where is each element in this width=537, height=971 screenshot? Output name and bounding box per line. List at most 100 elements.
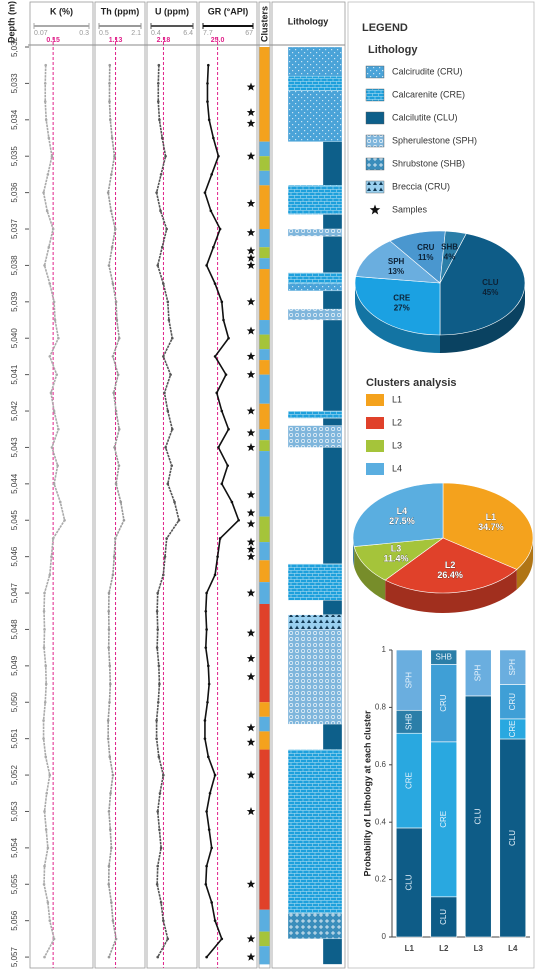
log-point bbox=[50, 154, 54, 158]
log-point bbox=[45, 791, 48, 795]
sample-star bbox=[246, 428, 256, 437]
log-point bbox=[205, 628, 208, 631]
log-point bbox=[110, 173, 113, 176]
lithology-interval bbox=[322, 214, 343, 230]
log-point bbox=[213, 773, 217, 777]
log-point bbox=[114, 937, 118, 941]
x-tick-label: 7.7 bbox=[203, 30, 213, 37]
lithology-interval bbox=[287, 410, 343, 419]
sample-star bbox=[246, 118, 256, 128]
cluster-interval bbox=[259, 374, 270, 404]
y-tick-label: 5,055 bbox=[10, 874, 19, 895]
log-point bbox=[160, 245, 164, 249]
cluster-interval bbox=[259, 946, 270, 965]
sample-star bbox=[246, 406, 256, 415]
y-tick-label: 5,038 bbox=[10, 255, 19, 276]
log-point bbox=[43, 100, 47, 103]
log-point bbox=[207, 682, 211, 686]
sample-star bbox=[246, 508, 256, 517]
log-point bbox=[167, 318, 171, 322]
y-tick-label: 5,049 bbox=[10, 655, 19, 676]
y-tick-label: 5,036 bbox=[10, 182, 19, 203]
log-point bbox=[113, 227, 117, 231]
y-tick-label: 5,056 bbox=[10, 910, 19, 931]
sample-star bbox=[246, 151, 256, 160]
sample-star bbox=[246, 228, 256, 237]
lithology-interval bbox=[287, 272, 343, 284]
lithology-interval bbox=[287, 563, 343, 601]
log-point bbox=[227, 427, 230, 431]
y-tick-label: 5,046 bbox=[10, 546, 19, 567]
y-tick-label: 5,054 bbox=[10, 837, 19, 858]
log-point bbox=[117, 464, 121, 467]
y-tick-label: 5,048 bbox=[10, 619, 19, 640]
log-point bbox=[203, 191, 207, 194]
log-point bbox=[43, 82, 47, 85]
y-tick-label: 5,035 bbox=[10, 146, 19, 167]
log-point bbox=[112, 391, 115, 395]
log-point bbox=[155, 737, 158, 740]
log-point bbox=[48, 282, 52, 285]
log-point bbox=[213, 919, 217, 922]
log-point bbox=[56, 464, 59, 467]
cluster-interval bbox=[259, 451, 270, 517]
log-point bbox=[158, 682, 161, 686]
sample-star bbox=[246, 806, 256, 816]
pie-label: CRU bbox=[417, 243, 435, 252]
log-point bbox=[156, 82, 160, 85]
cluster-interval bbox=[259, 560, 270, 583]
x-tick-label: 6.4 bbox=[183, 30, 193, 37]
log-point bbox=[165, 537, 168, 540]
pie-label: L3 bbox=[391, 544, 402, 554]
log-point bbox=[220, 300, 224, 304]
log-point bbox=[42, 882, 46, 886]
cluster-interval bbox=[259, 47, 270, 142]
log-point bbox=[207, 828, 211, 831]
log-point bbox=[57, 427, 60, 431]
log-point bbox=[116, 373, 120, 376]
segment-label: SHB bbox=[404, 714, 413, 730]
legend-swatch bbox=[365, 111, 385, 125]
log-point bbox=[158, 791, 162, 795]
lithology-interval bbox=[287, 913, 343, 940]
y-tick-label: 5,050 bbox=[10, 692, 19, 713]
log-point bbox=[45, 209, 49, 213]
bar-segment bbox=[464, 649, 492, 697]
lithology-interval bbox=[287, 614, 343, 630]
log-point bbox=[108, 82, 111, 85]
cluster-interval bbox=[259, 156, 270, 171]
pie-value-label: 45% bbox=[482, 288, 498, 297]
log-point bbox=[44, 682, 48, 686]
log-point bbox=[155, 646, 159, 649]
log-point bbox=[208, 791, 212, 795]
x-tick-label: L4 bbox=[508, 944, 518, 953]
log-point bbox=[216, 555, 219, 558]
log-point bbox=[162, 355, 165, 358]
log-point bbox=[204, 646, 208, 649]
pie-slice bbox=[352, 482, 444, 547]
log-point bbox=[218, 227, 222, 231]
y-tick-label: 5,039 bbox=[10, 291, 19, 312]
track-frame bbox=[29, 1, 94, 969]
log-point bbox=[157, 755, 161, 759]
lithology-interval bbox=[322, 723, 343, 750]
sample-star bbox=[246, 351, 256, 361]
cluster-interval bbox=[259, 542, 270, 561]
sample-star bbox=[246, 952, 256, 961]
log-point bbox=[51, 537, 55, 540]
segment-label: SPH bbox=[508, 659, 517, 676]
lithology-interval bbox=[287, 46, 343, 77]
log-point bbox=[42, 737, 45, 740]
log-point bbox=[206, 100, 209, 103]
segment-label: CRE bbox=[508, 720, 517, 737]
log-point bbox=[170, 427, 174, 431]
log-point bbox=[210, 846, 213, 850]
sample-star bbox=[246, 770, 256, 779]
log-point bbox=[46, 846, 50, 850]
segment-label: CRU bbox=[508, 693, 517, 711]
y-axis-title: Probability of Lithology at each cluster bbox=[362, 710, 372, 877]
log-point bbox=[162, 573, 165, 577]
lithology-interval bbox=[287, 90, 343, 142]
log-point bbox=[117, 336, 121, 340]
log-point bbox=[119, 500, 123, 504]
